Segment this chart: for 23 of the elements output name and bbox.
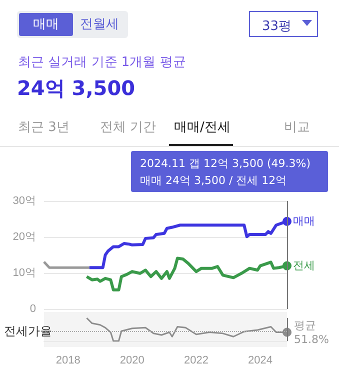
x-tick-label: 2022 bbox=[184, 354, 208, 366]
text: 최근 3년 bbox=[18, 119, 70, 136]
y-tick-label: 10억 bbox=[12, 267, 36, 279]
series-label: 전세 bbox=[293, 260, 315, 272]
chart-title: 24억 3,500 bbox=[17, 75, 136, 102]
y-axis-title: 전세가율 bbox=[4, 323, 52, 340]
text: 매매/전세 bbox=[174, 119, 230, 136]
text: 매매 24억 3,500 / 전세 12억 bbox=[140, 173, 287, 188]
text: 2024.11 갭 12억 3,500 (49.3%) bbox=[140, 156, 310, 171]
y-tick-label: 30억 bbox=[12, 195, 36, 207]
ref-line-label: 평균 51.8% bbox=[294, 319, 330, 347]
series-label: 매매 bbox=[293, 215, 315, 228]
y-tick-label: 20억 bbox=[12, 231, 36, 243]
chart-subtitle: 최근 실거래 기준 1개월 평균 bbox=[18, 54, 186, 71]
text: 전체 기간 bbox=[100, 119, 156, 136]
text: 매매 bbox=[19, 13, 73, 36]
x-tick-label: 2024 bbox=[248, 354, 272, 366]
x-tick-label: 2020 bbox=[120, 354, 144, 366]
y-tick-label: 0 bbox=[30, 303, 36, 315]
text: 33평 bbox=[262, 18, 292, 35]
text: 비교 bbox=[284, 119, 310, 136]
text: 전월세 bbox=[79, 16, 120, 34]
x-tick-label: 2018 bbox=[56, 354, 80, 366]
